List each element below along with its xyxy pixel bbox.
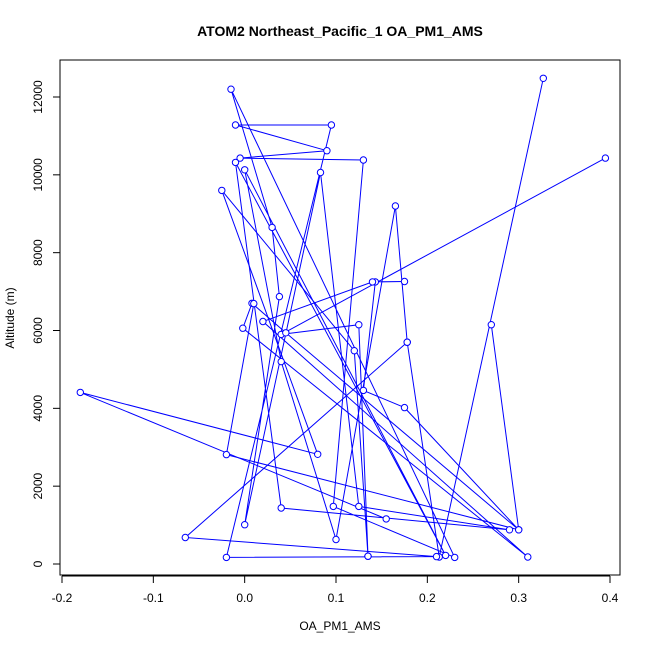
x-tick-label: -0.1	[143, 591, 164, 605]
data-point	[364, 552, 372, 560]
data-point	[539, 74, 547, 83]
chart-title: ATOM2 Northeast_Pacific_1 OA_PM1_AMS	[197, 23, 483, 39]
y-tick-label: 12000	[31, 80, 45, 114]
data-point	[368, 278, 377, 286]
data-point	[355, 502, 363, 511]
data-point	[282, 329, 290, 337]
axes: -0.2 -0.1 0.0 0.1 0.2 0.3 0.4 0 2000 4000 6000 8000…	[31, 80, 619, 605]
data-point	[314, 450, 322, 458]
data-point	[350, 347, 358, 355]
data-point	[400, 403, 409, 412]
data-point	[451, 553, 459, 562]
x-tick-label: 0.4	[602, 591, 619, 605]
data-point	[359, 156, 368, 164]
data-point	[241, 521, 249, 529]
y-tick-label: 10000	[31, 158, 45, 192]
data-point	[231, 158, 240, 167]
data-point	[391, 202, 400, 210]
x-tick-label: 0.1	[328, 591, 345, 605]
data-point	[222, 450, 231, 459]
data-point	[222, 553, 231, 562]
data-point	[227, 85, 235, 93]
y-axis-label: Altitude (m)	[3, 287, 17, 348]
data-point	[329, 502, 337, 511]
data-point	[277, 357, 285, 366]
y-tick-label: 0	[31, 560, 45, 567]
data-point	[382, 515, 390, 523]
x-tick-label: -0.2	[52, 591, 73, 605]
data-point	[441, 551, 450, 560]
data-point	[277, 504, 285, 512]
data-point	[218, 186, 226, 195]
y-tick-label: 6000	[31, 317, 45, 344]
y-tick-label: 2000	[31, 472, 45, 499]
data-point	[524, 553, 532, 561]
x-tick-label: 0.2	[419, 591, 436, 605]
series-line-1	[184, 78, 544, 559]
data-point	[487, 321, 495, 329]
data-point	[359, 386, 368, 395]
data-point	[355, 321, 363, 329]
data-point	[231, 121, 240, 129]
data-point	[316, 168, 325, 177]
data-point	[323, 147, 331, 155]
x-tick-label: 0.0	[236, 591, 253, 605]
data-point	[400, 277, 409, 286]
data-point	[236, 154, 244, 162]
data-point	[403, 338, 411, 346]
data-point	[181, 533, 190, 542]
data-point	[432, 552, 441, 561]
data-point	[76, 388, 85, 397]
data-point	[505, 526, 514, 534]
data-point	[601, 154, 610, 162]
data-point	[241, 166, 249, 174]
data-point	[515, 526, 523, 534]
data-point	[275, 292, 284, 301]
data-point	[268, 223, 276, 232]
data-point	[259, 317, 267, 326]
data-point	[327, 121, 336, 129]
series-layer	[76, 74, 610, 562]
y-tick-label: 4000	[31, 395, 45, 422]
x-tick-label: 0.3	[510, 591, 527, 605]
data-point	[250, 299, 258, 308]
data-point	[332, 535, 340, 544]
x-axis-label: OA_PM1_AMS	[299, 619, 380, 633]
data-point	[239, 324, 247, 332]
y-tick-label: 8000	[31, 239, 45, 266]
